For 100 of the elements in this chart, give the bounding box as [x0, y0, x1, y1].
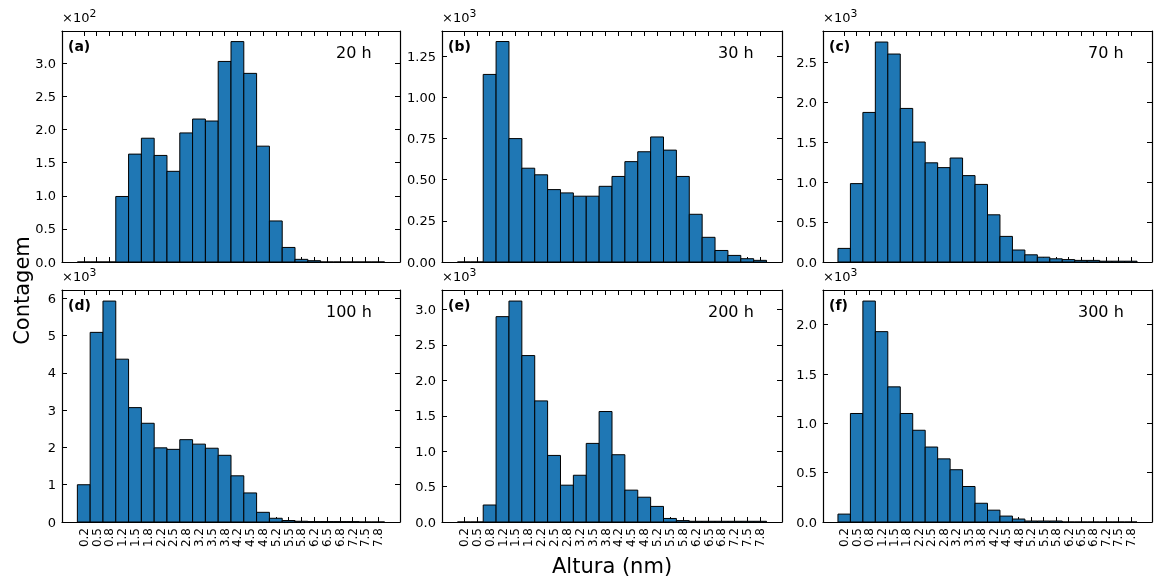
- x-tick-label: 6.2: [1061, 528, 1076, 548]
- text: ×10$^{3}$: [442, 7, 477, 26]
- annotation: 100 h: [326, 302, 372, 321]
- x-tick-label: 0.2: [456, 528, 471, 548]
- annotation: 70 h: [1088, 43, 1124, 62]
- y-tick-label: 3.0: [35, 55, 56, 71]
- x-tick-label: 0.2: [837, 528, 852, 548]
- x-tick-label: 1.5: [508, 528, 523, 548]
- y-tick-label: 1.5: [35, 155, 56, 171]
- x-tick-label: 0.8: [862, 528, 877, 548]
- annotation: (b): [448, 38, 471, 54]
- text: ×10$^{3}$: [62, 266, 97, 285]
- x-tick-label: 2.8: [179, 528, 194, 548]
- y-tick-label: 1.5: [796, 134, 817, 150]
- text: ×10$^{3}$: [442, 266, 477, 285]
- x-tick-label: 7.8: [371, 528, 386, 548]
- y-tick-label: 0.75: [407, 131, 436, 147]
- x-tick-label: 0.5: [89, 528, 104, 548]
- x-tick-label: 2.8: [559, 528, 574, 548]
- x-tick-label: 3.2: [191, 528, 206, 548]
- y-tick-label: 1.00: [407, 89, 436, 105]
- y-tick-label: 3.0: [415, 302, 436, 318]
- y-tick-label: 0.0: [415, 514, 436, 530]
- annotation: (d): [68, 297, 91, 313]
- x-tick-label: 4.2: [230, 528, 245, 548]
- annotation: 30 h: [718, 43, 754, 62]
- y-tick-label: 2.0: [415, 372, 436, 388]
- x-tick-label: 6.5: [320, 528, 335, 548]
- x-tick-label: 0.8: [102, 528, 117, 548]
- x-tick-label: 7.8: [1123, 528, 1138, 548]
- x-tick-label: 6.8: [1086, 528, 1101, 548]
- x-tick-label: 1.8: [521, 528, 536, 548]
- x-tick-label: 5.8: [1049, 528, 1064, 548]
- x-tick-label: 3.5: [961, 528, 976, 548]
- y-tick-label: 1.0: [796, 174, 817, 190]
- y-tick-label: 0.5: [35, 221, 56, 237]
- x-tick-label: 1.2: [115, 528, 130, 548]
- x-tick-label: 1.8: [140, 528, 155, 548]
- x-tick-label: 0.8: [482, 528, 497, 548]
- annotation: (c): [829, 38, 851, 54]
- y-tick-label: 1.0: [796, 415, 817, 431]
- x-tick-label: 7.8: [753, 528, 768, 548]
- x-tick-label: 2.2: [153, 528, 168, 548]
- x-tick-label: 4.5: [624, 528, 639, 548]
- y-tick-label: 1.5: [796, 366, 817, 382]
- x-tick-label: 4.8: [256, 528, 271, 548]
- x-tick-label: 7.2: [727, 528, 742, 548]
- x-tick-label: 5.5: [662, 528, 677, 548]
- text: ×10$^{2}$: [62, 7, 97, 26]
- x-tick-label: 2.5: [924, 528, 939, 548]
- x-tick-label: 6.8: [332, 528, 347, 548]
- annotation: 300 h: [1078, 302, 1124, 321]
- y-tick-label: 3: [47, 402, 56, 418]
- x-tick-label: 5.8: [294, 528, 309, 548]
- text: ×10$^{3}$: [823, 266, 858, 285]
- text: ×10$^{3}$: [823, 7, 858, 26]
- x-tick-label: 3.5: [204, 528, 219, 548]
- x-tick-label: 6.5: [1073, 528, 1088, 548]
- y-tick-label: 2.5: [35, 89, 56, 105]
- y-tick-label: 0: [47, 514, 56, 530]
- x-tick-label: 3.8: [974, 528, 989, 548]
- x-tick-label: 1.2: [874, 528, 889, 548]
- y-tick-label: 2: [47, 439, 56, 455]
- x-tick-label: 4.5: [243, 528, 258, 548]
- y-tick-label: 0.25: [407, 213, 436, 229]
- y-tick-label: 0.5: [415, 479, 436, 495]
- x-tick-label: 7.5: [740, 528, 755, 548]
- x-tick-label: 2.2: [534, 528, 549, 548]
- y-tick-label: 0.5: [796, 465, 817, 481]
- y-tick-label: 2.0: [796, 317, 817, 333]
- y-tick-label: 0.0: [35, 254, 56, 270]
- x-tick-label: 5.2: [268, 528, 283, 548]
- annotation: 20 h: [336, 43, 372, 62]
- y-tick-label: 1.0: [415, 443, 436, 459]
- x-tick-label: 3.8: [598, 528, 613, 548]
- y-tick-label: 0.0: [796, 514, 817, 530]
- y-tick-label: 1: [47, 477, 56, 493]
- annotation: 200 h: [708, 302, 754, 321]
- annotation: (e): [448, 297, 471, 313]
- y-tick-label: 1.0: [35, 188, 56, 204]
- x-tick-label: 4.2: [986, 528, 1001, 548]
- x-tick-label: 5.5: [281, 528, 296, 548]
- y-tick-label: 0.0: [796, 254, 817, 270]
- x-tick-label: 3.8: [217, 528, 232, 548]
- annotation: (f): [829, 297, 848, 313]
- x-tick-label: 6.2: [688, 528, 703, 548]
- x-tick-label: 0.2: [76, 528, 91, 548]
- x-tick-label: 0.5: [849, 528, 864, 548]
- x-tick-label: 6.5: [701, 528, 716, 548]
- x-tick-label: 0.5: [469, 528, 484, 548]
- x-axis-title: Altura (nm): [552, 554, 673, 578]
- y-tick-label: 0.5: [796, 214, 817, 230]
- x-tick-label: 7.2: [1098, 528, 1113, 548]
- x-tick-label: 1.5: [127, 528, 142, 548]
- x-tick-label: 2.5: [547, 528, 562, 548]
- x-tick-label: 7.5: [358, 528, 373, 548]
- y-tick-label: 0.00: [407, 254, 436, 270]
- x-tick-label: 2.5: [166, 528, 181, 548]
- y-tick-label: 2.5: [796, 54, 817, 70]
- annotation: (a): [68, 38, 91, 54]
